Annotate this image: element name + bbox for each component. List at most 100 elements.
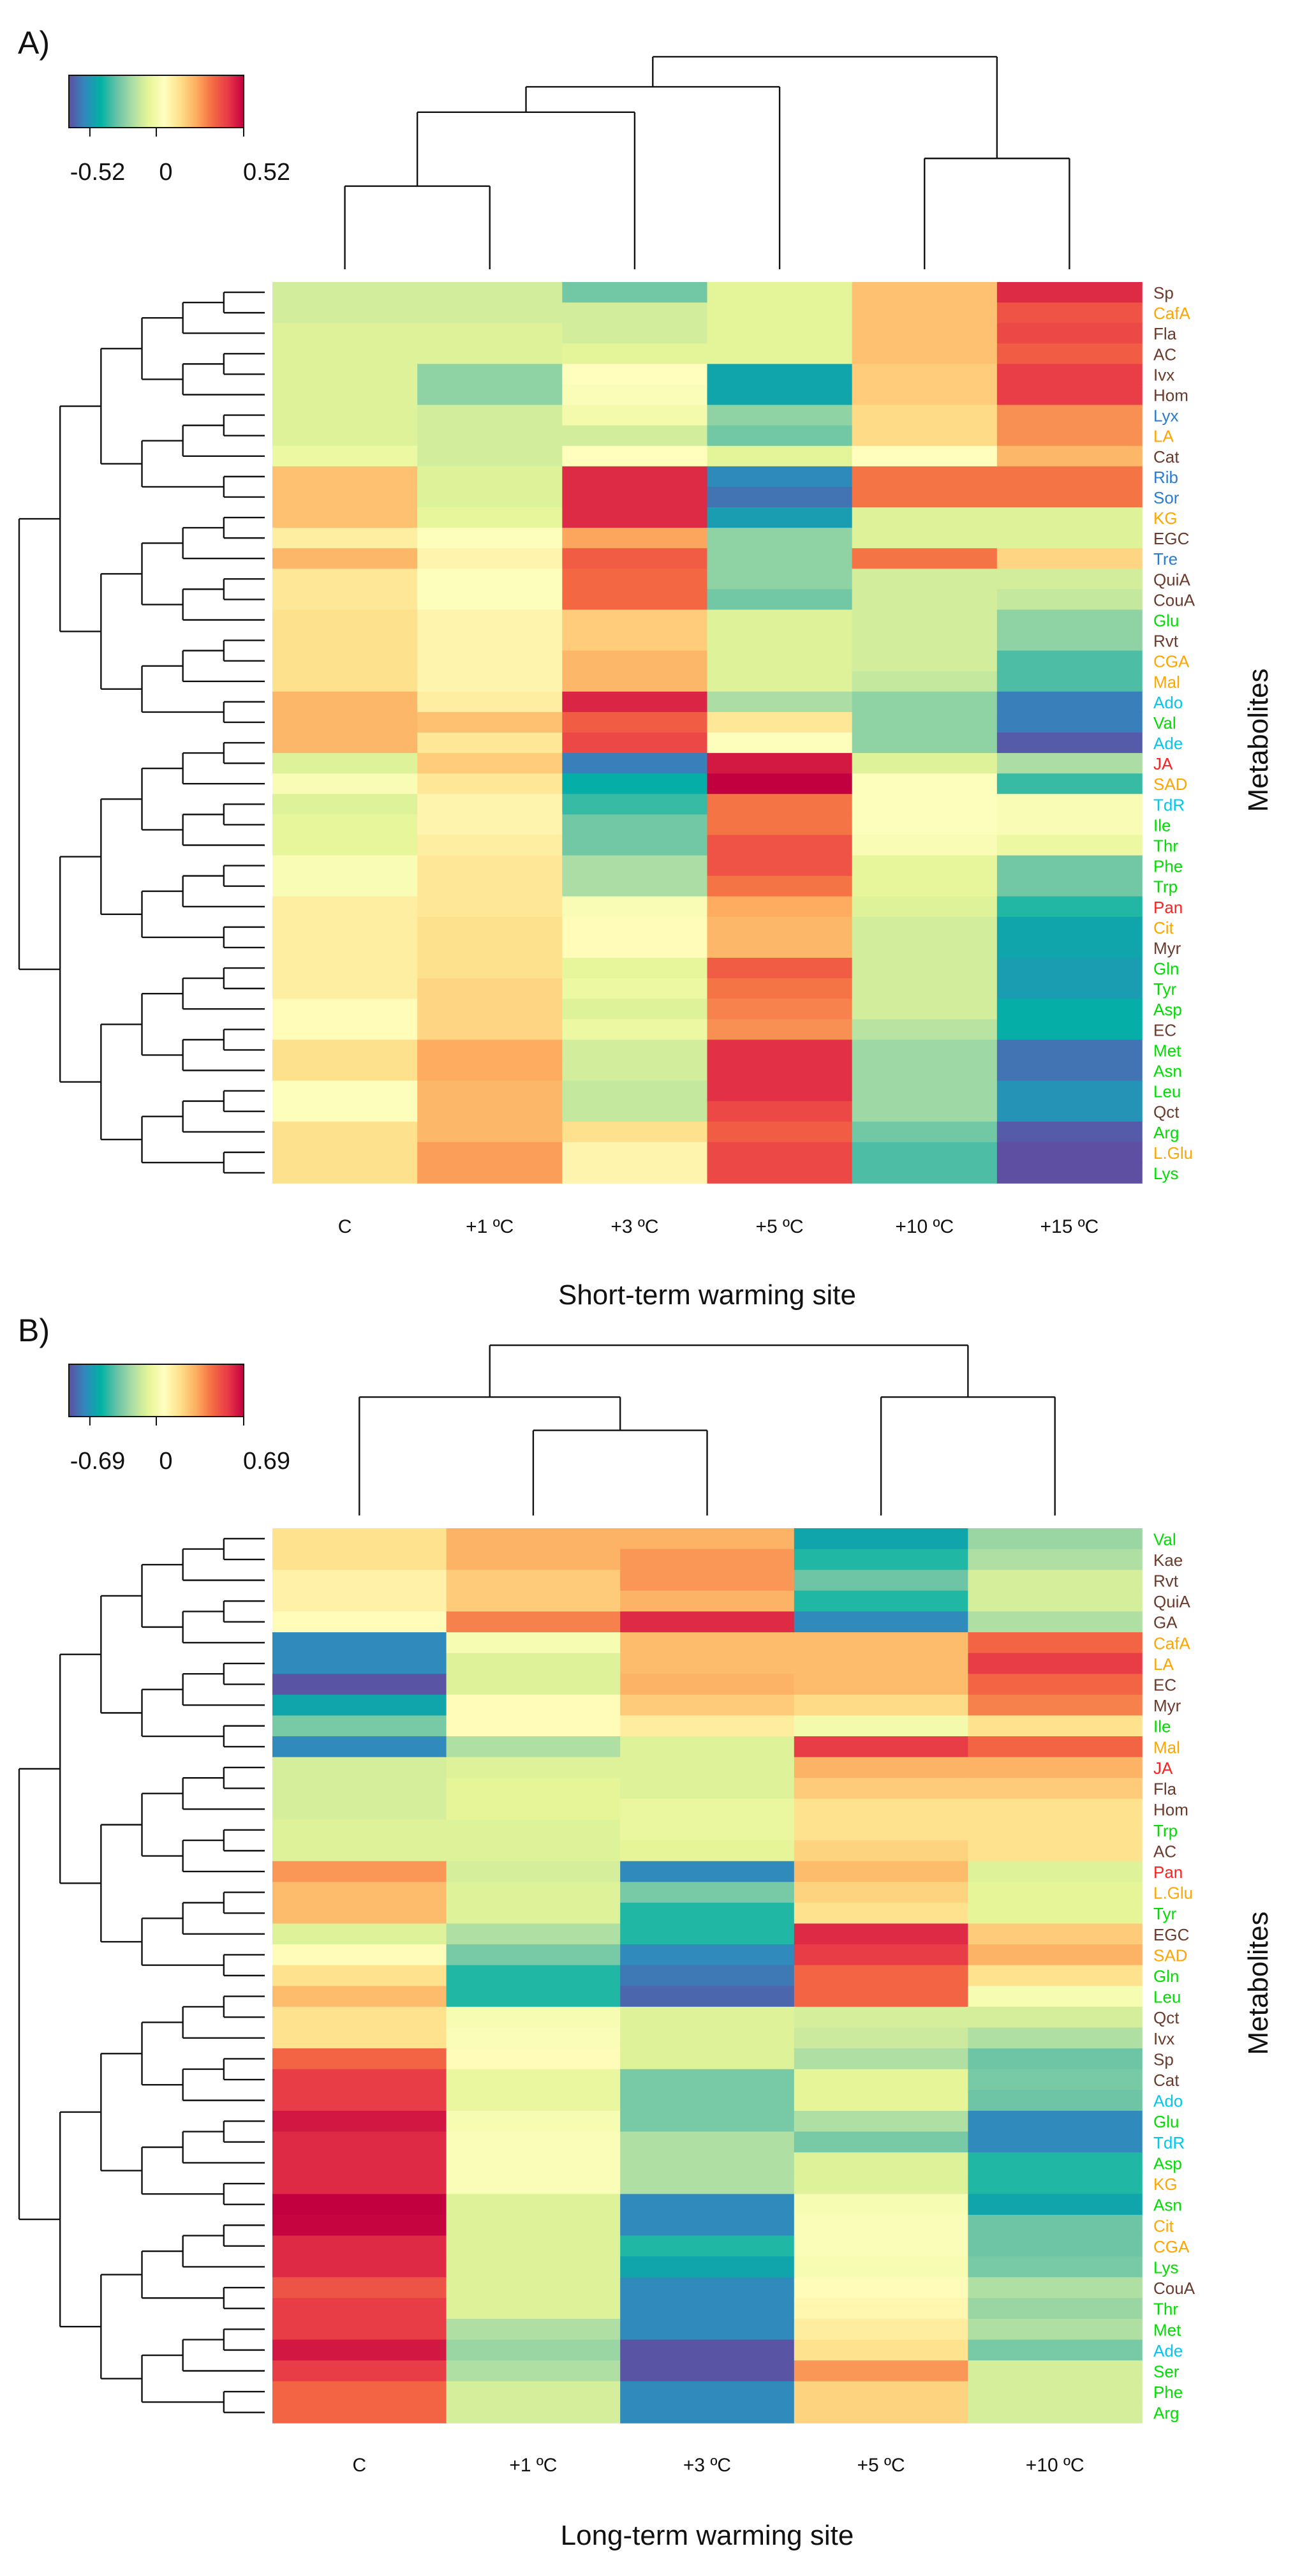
panel-a-row-label: Ivx bbox=[1153, 365, 1174, 384]
panel-b-colorbar-segment bbox=[170, 1364, 173, 1417]
panel-b-heatmap-cell bbox=[968, 1674, 1143, 1695]
panel-a-heatmap-cell bbox=[996, 814, 1143, 836]
panel-b-heatmap-cell bbox=[446, 2214, 621, 2237]
panel-a-row-label: QuiA bbox=[1153, 570, 1190, 589]
panel-a-heatmap-cell bbox=[272, 589, 418, 611]
panel-b-heatmap-cell bbox=[794, 2339, 969, 2361]
panel-b-row-label: Asp bbox=[1153, 2154, 1182, 2173]
panel-b-heatmap-cell bbox=[620, 2173, 795, 2195]
panel-b-heatmap-cell bbox=[272, 2048, 447, 2070]
panel-a-heatmap-cell bbox=[272, 528, 418, 549]
panel-b-colorbar-segment bbox=[69, 1364, 71, 1417]
panel-b-heatmap-cell bbox=[620, 1715, 795, 1737]
panel-b-heatmap-cell bbox=[620, 1694, 795, 1716]
panel-b-heatmap-cell bbox=[446, 2027, 621, 2049]
panel-a-heatmap-cell bbox=[272, 1142, 418, 1163]
panel-b-row-label: Lys bbox=[1153, 2258, 1179, 2277]
panel-a-heatmap-cell bbox=[562, 875, 708, 897]
panel-a-colorbar-tick-label: -0.52 bbox=[70, 159, 126, 186]
panel-b-heatmap-cell bbox=[968, 1778, 1143, 1799]
panel-a-colorbar-segment bbox=[160, 75, 163, 128]
panel-b-heatmap-cell bbox=[620, 2339, 795, 2361]
panel-b-colorbar-segment bbox=[107, 1364, 109, 1417]
panel-a-colorbar-segment bbox=[89, 75, 91, 128]
panel-b-heatmap-cell bbox=[620, 1653, 795, 1675]
panel-b-row-label: Cat bbox=[1153, 2071, 1180, 2090]
panel-b-colorbar-segment bbox=[77, 1364, 80, 1417]
panel-a-row-label: Qct bbox=[1153, 1103, 1180, 1122]
panel-a-colorbar-segment bbox=[178, 75, 181, 128]
panel-a-colorbar-segment bbox=[73, 75, 75, 128]
panel-b-heatmap-cell bbox=[620, 1674, 795, 1695]
panel-a-heatmap-cell bbox=[562, 384, 708, 406]
panel-b-colorbar-segment bbox=[196, 1364, 199, 1417]
panel-b-heatmap-cell bbox=[794, 1861, 969, 1883]
panel-a-heatmap-cell bbox=[562, 466, 708, 488]
panel-a-heatmap-cell bbox=[996, 589, 1143, 611]
panel-a-heatmap-cell bbox=[996, 528, 1143, 549]
panel-a-row-label: Rib bbox=[1153, 468, 1178, 487]
panel-b-heatmap-cell bbox=[446, 2360, 621, 2382]
panel-a-heatmap-cell bbox=[272, 1039, 418, 1061]
panel-b-heatmap-cell bbox=[446, 1549, 621, 1571]
panel-b-heatmap-cell bbox=[968, 1965, 1143, 1987]
panel-b-colorbar-segment bbox=[118, 1364, 121, 1417]
panel-b-heatmap-cell bbox=[794, 1778, 969, 1799]
panel-a-heatmap-cell bbox=[996, 609, 1143, 631]
panel-a-heatmap-cell bbox=[417, 302, 563, 324]
panel-a-heatmap-cell bbox=[852, 548, 998, 570]
panel-a-heatmap-cell bbox=[272, 896, 418, 918]
panel-a-colorbar-segment bbox=[162, 75, 165, 128]
panel-b-heatmap-cell bbox=[446, 1902, 621, 1925]
panel-b-colorbar-segment bbox=[172, 1364, 174, 1417]
panel-b-colorbar-segment bbox=[213, 1364, 215, 1417]
panel-a-column-label: +15 ºC bbox=[1040, 1216, 1099, 1237]
panel-a-heatmap-cell bbox=[707, 528, 853, 549]
panel-b-row-label: Phe bbox=[1153, 2383, 1183, 2402]
panel-b-heatmap-cell bbox=[794, 2194, 969, 2215]
panel-a-row-label: EC bbox=[1153, 1020, 1176, 1039]
panel-b-heatmap-cell bbox=[446, 1819, 621, 1841]
panel-a-heatmap-cell bbox=[272, 835, 418, 856]
panel-b-colorbar-segment bbox=[198, 1364, 201, 1417]
panel-a-heatmap-cell bbox=[417, 445, 563, 467]
panel-a-heatmap-cell bbox=[707, 958, 853, 979]
panel-b-colorbar-segment bbox=[207, 1364, 209, 1417]
panel-a-heatmap-cell bbox=[996, 466, 1143, 488]
panel-a-heatmap-cell bbox=[417, 507, 563, 528]
panel-a-heatmap-cell bbox=[272, 425, 418, 447]
panel-a-colorbar-segment bbox=[196, 75, 199, 128]
panel-b-colorbar-segment bbox=[83, 1364, 85, 1417]
panel-a-heatmap-cell bbox=[272, 875, 418, 897]
panel-b-colorbar-segment bbox=[73, 1364, 75, 1417]
panel-a-heatmap-cell bbox=[707, 855, 853, 877]
panel-a-heatmap-cell bbox=[562, 855, 708, 877]
panel-a-heatmap-cell bbox=[272, 282, 418, 303]
panel-a-row-label: Ile bbox=[1153, 815, 1171, 835]
panel-a-heatmap-cell bbox=[852, 384, 998, 406]
panel-b-heatmap-cell bbox=[794, 1549, 969, 1571]
panel-b-heatmap-cell bbox=[272, 2194, 447, 2215]
panel-a-heatmap-cell bbox=[417, 343, 563, 365]
panel-a-colorbar-segment bbox=[98, 75, 100, 128]
panel-b-heatmap-cell bbox=[794, 1570, 969, 1591]
panel-a-heatmap-cell bbox=[852, 733, 998, 754]
panel-a-heatmap-cell bbox=[272, 691, 418, 713]
panel-a-colorbar-segment bbox=[136, 75, 138, 128]
panel-a-heatmap-cell bbox=[852, 896, 998, 918]
panel-b-label: B) bbox=[18, 1313, 50, 1348]
panel-a-colorbar-segment bbox=[83, 75, 85, 128]
panel-a-heatmap-cell bbox=[707, 323, 853, 345]
panel-a-colorbar-segment bbox=[201, 75, 203, 128]
panel-b-heatmap-cell bbox=[794, 2235, 969, 2257]
panel-a-colorbar-segment bbox=[107, 75, 109, 128]
panel-a-colorbar-segment bbox=[138, 75, 141, 128]
panel-b-heatmap-cell bbox=[620, 2131, 795, 2153]
panel-a-heatmap-cell bbox=[707, 999, 853, 1020]
panel-b-heatmap-cell bbox=[794, 2048, 969, 2070]
panel-b-heatmap-cell bbox=[620, 1736, 795, 1758]
panel-b-heatmap-cell bbox=[620, 1819, 795, 1841]
panel-b-heatmap-cell bbox=[794, 1798, 969, 1820]
panel-b-heatmap-cell bbox=[272, 1528, 447, 1550]
panel-a-row-label: TdR bbox=[1153, 795, 1185, 814]
